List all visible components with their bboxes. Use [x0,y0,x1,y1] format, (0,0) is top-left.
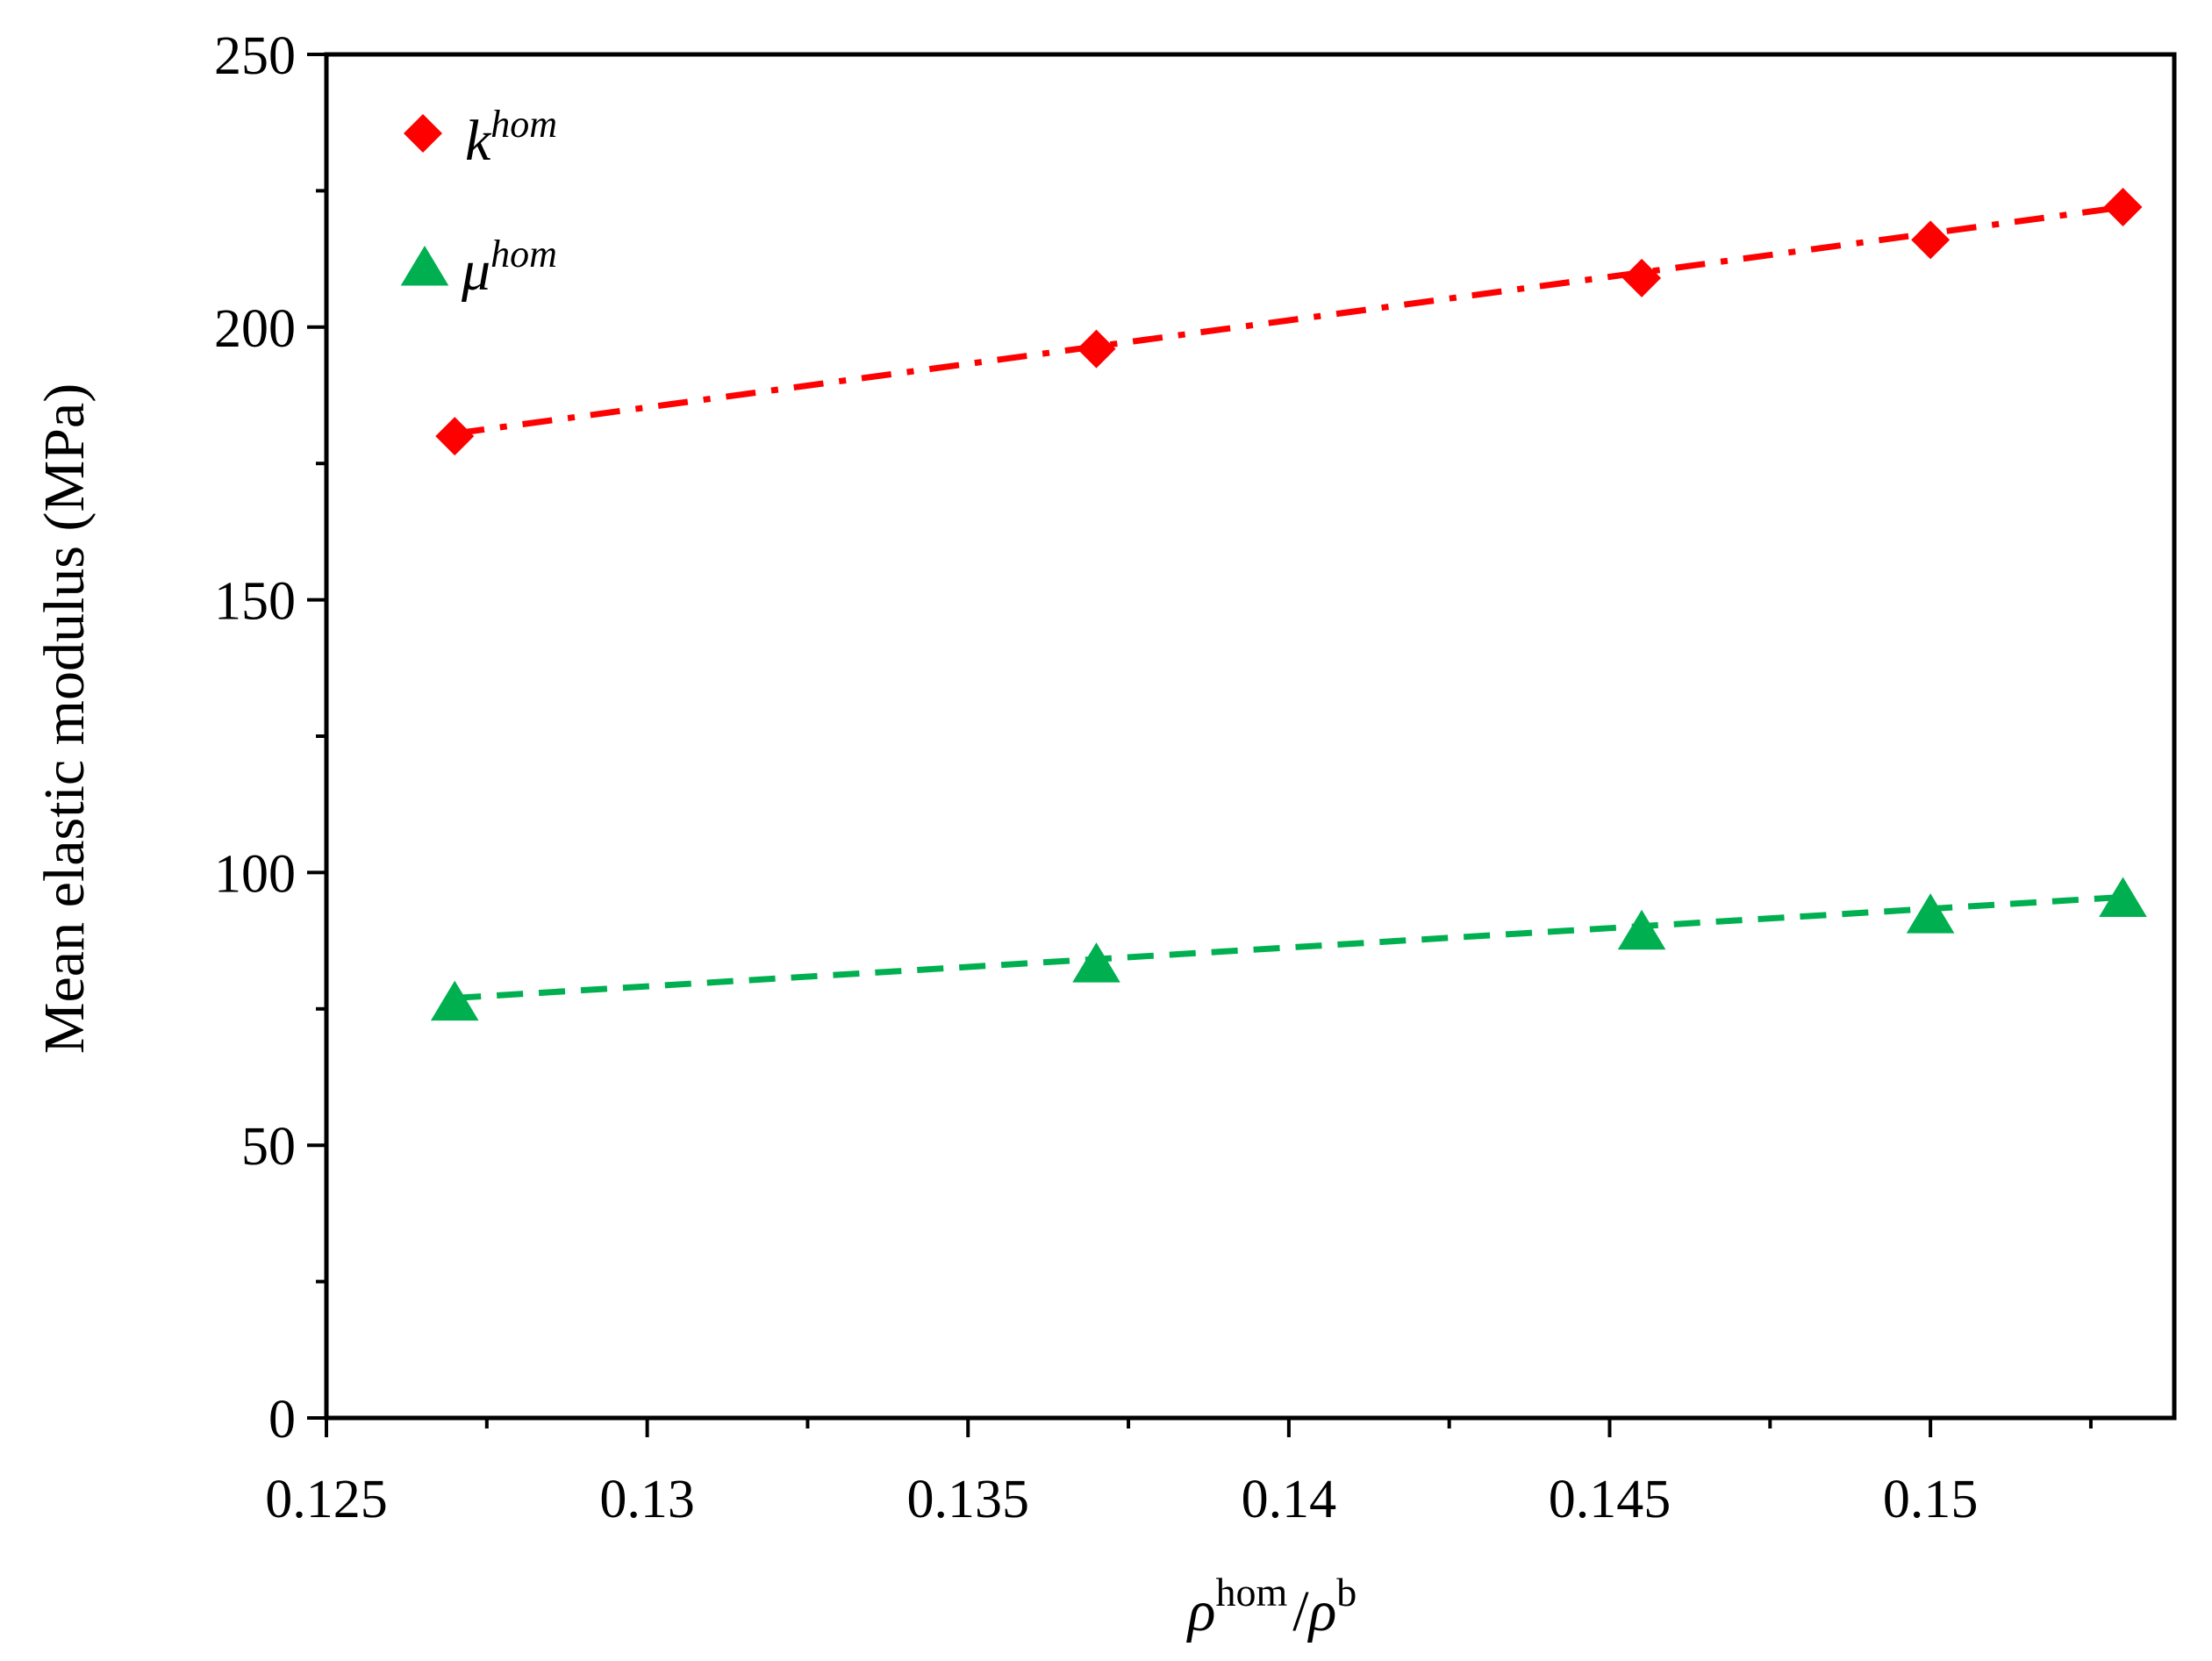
legend-label-k: khom [465,103,557,173]
x-tick-label: 0.125 [265,1470,388,1529]
legend: khom μhom [400,103,557,303]
diamond-marker [1622,258,1662,297]
plot-frame [324,52,2177,1421]
legend-entry-mu: μhom [400,233,557,303]
x-axis-title-slash: / [1292,1579,1309,1643]
legend-diamond-marker [404,114,442,153]
fit-lines [454,204,2123,1001]
triangle-marker [1617,909,1666,950]
legend-label-mu-sup: hom [490,233,557,276]
triangle-marker [2099,877,2147,917]
triangle-marker [430,980,479,1021]
x-tick-label: 0.145 [1549,1470,1672,1529]
x-axis-title-rho: ρ [1186,1579,1216,1643]
y-tick-label: 150 [214,572,296,632]
diamond-marker [2103,188,2143,227]
legend-entry-k: khom [404,103,557,173]
y-tick-label: 100 [214,844,296,904]
x-tick-label: 0.135 [907,1470,1030,1529]
x-tick-label: 0.15 [1883,1470,1979,1529]
y-axis-ticks: 0 50 100 150 200 250 [214,26,326,1450]
x-axis-title-sup: hom [1215,1570,1287,1614]
y-tick-label: 0 [268,1390,296,1450]
diamond-marker [1911,220,1951,260]
diamond-marker [435,417,475,456]
legend-label-k-sup: hom [490,103,557,146]
diamond-marker [1077,329,1116,369]
legend-label-mu: μhom [461,233,557,303]
legend-triangle-marker [400,246,449,286]
triangle-marker [1906,893,1955,934]
fit-line-series-0 [454,204,2123,437]
legend-label-mu-base: μ [461,239,490,303]
x-axis-title: ρhom/ρb [1186,1570,1357,1643]
y-axis-title: Mean elastic modulus (MPa) [32,383,97,1054]
x-tick-label: 0.13 [599,1470,695,1529]
y-tick-label: 200 [214,299,296,359]
data-markers [430,188,2147,1021]
x-axis-title-sup-2: b [1336,1570,1357,1614]
x-tick-label: 0.14 [1242,1470,1337,1529]
x-axis-title-rho-2: ρ [1307,1579,1337,1643]
triangle-marker [1072,942,1120,983]
y-tick-label: 250 [214,26,296,86]
fit-line-series-1 [455,893,2123,1001]
legend-label-k-base: k [465,109,492,173]
x-axis-ticks: 0.125 0.13 0.135 0.14 0.145 0.15 [265,1418,2093,1529]
y-tick-label: 50 [241,1117,296,1177]
